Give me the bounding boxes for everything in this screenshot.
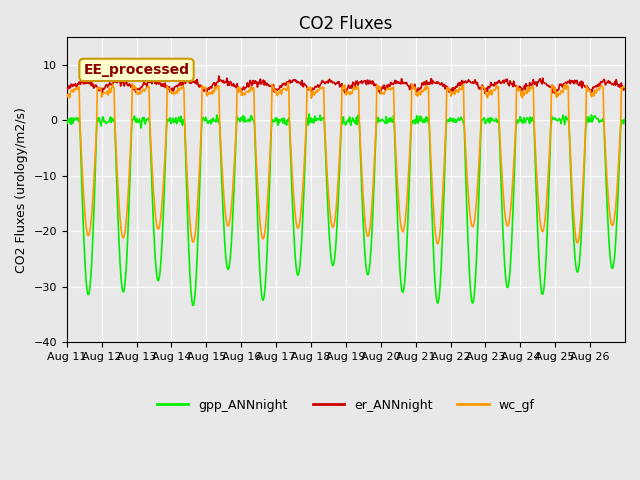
Line: wc_gf: wc_gf	[67, 83, 625, 244]
wc_gf	[63, 95, 70, 100]
wc_gf	[621, 84, 629, 89]
Text: EE_processed: EE_processed	[84, 63, 189, 77]
Legend: gpp_ANNnight, er_ANNnight, wc_gf: gpp_ANNnight, er_ANNnight, wc_gf	[152, 394, 540, 417]
er_ANNnight	[481, 91, 489, 96]
wc_gf	[129, 81, 136, 86]
wc_gf	[434, 241, 442, 247]
Y-axis label: CO2 Fluxes (urology/m2/s): CO2 Fluxes (urology/m2/s)	[15, 107, 28, 273]
Title: CO2 Fluxes: CO2 Fluxes	[300, 15, 392, 33]
gpp_ANNnight	[129, 117, 136, 123]
gpp_ANNnight	[621, 119, 629, 124]
er_ANNnight	[621, 84, 629, 90]
er_ANNnight	[63, 86, 70, 92]
wc_gf	[259, 236, 266, 241]
er_ANNnight	[280, 81, 288, 86]
gpp_ANNnight	[305, 111, 313, 117]
gpp_ANNnight	[189, 302, 197, 308]
er_ANNnight	[404, 83, 412, 89]
wc_gf	[280, 86, 287, 92]
Line: gpp_ANNnight: gpp_ANNnight	[67, 114, 625, 305]
Line: er_ANNnight: er_ANNnight	[67, 76, 625, 94]
gpp_ANNnight	[436, 282, 444, 288]
wc_gf	[436, 228, 444, 234]
wc_gf	[404, 179, 412, 185]
gpp_ANNnight	[232, 144, 239, 150]
er_ANNnight	[215, 73, 223, 79]
wc_gf	[284, 80, 292, 85]
gpp_ANNnight	[63, 121, 70, 127]
wc_gf	[231, 150, 239, 156]
er_ANNnight	[129, 84, 136, 90]
er_ANNnight	[259, 77, 267, 83]
er_ANNnight	[232, 83, 239, 89]
er_ANNnight	[436, 81, 444, 86]
gpp_ANNnight	[405, 192, 413, 198]
gpp_ANNnight	[280, 119, 288, 125]
gpp_ANNnight	[259, 297, 267, 303]
